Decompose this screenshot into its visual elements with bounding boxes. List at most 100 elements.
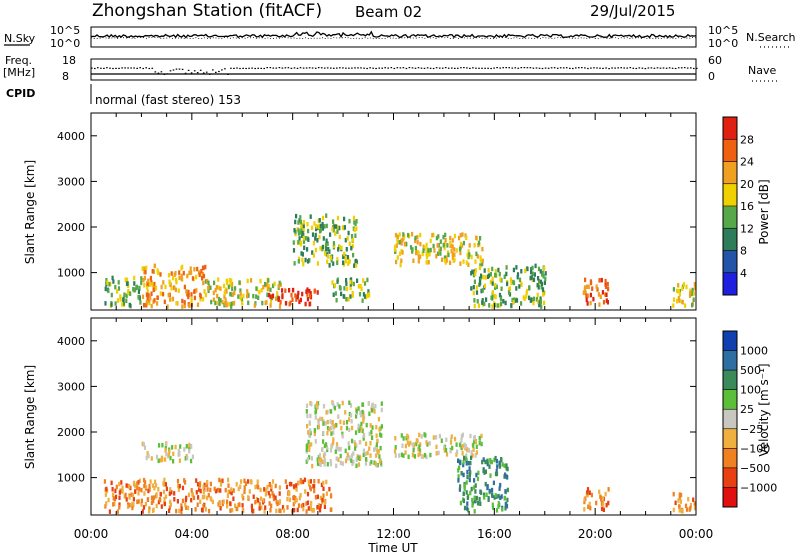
nave-point — [399, 67, 402, 69]
data-cell — [135, 284, 139, 290]
data-cell — [124, 492, 127, 498]
data-cell — [343, 225, 346, 230]
data-cell — [168, 508, 171, 513]
data-cell — [137, 289, 140, 294]
data-cell — [375, 433, 378, 438]
data-cell — [444, 258, 447, 263]
data-cell — [330, 431, 333, 436]
data-cell — [425, 260, 428, 265]
data-cell — [481, 258, 484, 264]
velocity-panel-frame — [90, 317, 697, 516]
data-cell — [207, 286, 210, 291]
x-tick-label: 12:00 — [376, 527, 411, 541]
nave-point — [314, 67, 317, 69]
data-cell — [479, 501, 482, 506]
data-cell — [435, 235, 438, 241]
nave-point — [163, 73, 166, 75]
nave-point — [677, 67, 680, 69]
data-cell — [309, 413, 312, 419]
data-cell — [589, 505, 592, 511]
data-cell — [419, 241, 422, 247]
data-cell — [604, 491, 607, 497]
data-cell — [361, 428, 364, 433]
data-cell — [511, 297, 514, 303]
data-cell — [312, 240, 315, 246]
data-cell — [443, 255, 446, 260]
nave-point — [278, 67, 281, 69]
data-cell — [296, 294, 299, 299]
data-cell — [692, 297, 695, 302]
nave-point — [511, 67, 514, 69]
data-cell — [470, 455, 473, 460]
data-cell — [206, 487, 209, 492]
data-cell — [489, 459, 492, 464]
data-cell — [284, 479, 287, 484]
data-cell — [502, 299, 505, 304]
data-cell — [367, 401, 370, 406]
data-cell — [607, 500, 610, 506]
data-cell — [337, 446, 341, 452]
data-cell — [672, 303, 675, 308]
data-cell — [112, 279, 115, 284]
data-cell — [247, 479, 250, 484]
data-cell — [595, 284, 598, 289]
data-cell — [106, 280, 109, 285]
data-cell — [231, 507, 234, 513]
data-cell — [478, 435, 481, 441]
data-cell — [219, 506, 222, 511]
data-cell — [189, 266, 192, 271]
nave-point — [257, 67, 259, 69]
data-cell — [351, 238, 355, 243]
data-cell — [131, 493, 134, 498]
data-cell — [326, 241, 329, 246]
data-cell — [588, 490, 591, 495]
nave-point — [187, 69, 190, 71]
data-cell — [251, 509, 254, 514]
data-cell — [174, 270, 177, 276]
data-cell — [195, 288, 198, 293]
data-cell — [375, 424, 378, 430]
data-cell — [352, 459, 355, 465]
data-cell — [138, 478, 141, 484]
data-cell — [228, 277, 231, 283]
data-cell — [585, 492, 588, 497]
data-cell — [292, 484, 296, 489]
data-cell — [461, 451, 464, 456]
data-cell — [354, 442, 357, 447]
data-cell — [473, 269, 476, 274]
noise-trace — [90, 30, 697, 40]
data-cell — [264, 282, 267, 287]
data-cell — [331, 226, 334, 232]
nave-point — [472, 67, 474, 69]
data-cell — [606, 300, 609, 305]
data-cell — [349, 285, 352, 291]
x-tick-label: 16:00 — [477, 527, 512, 541]
nave-point — [209, 73, 211, 75]
data-cell — [168, 449, 171, 454]
data-cell — [339, 460, 342, 466]
nave-point — [520, 67, 523, 69]
data-cell — [459, 250, 462, 256]
data-cell — [402, 453, 405, 458]
data-cell — [156, 295, 159, 300]
data-cell — [224, 297, 227, 302]
data-cell — [312, 484, 315, 489]
nave-point — [393, 67, 396, 70]
data-cell — [516, 274, 519, 280]
data-cell — [207, 492, 210, 498]
data-cell — [203, 289, 206, 294]
data-cell — [227, 489, 230, 495]
data-cell — [477, 240, 481, 246]
data-cell — [462, 240, 465, 246]
data-cell — [583, 499, 586, 505]
data-cell — [183, 478, 186, 483]
data-cell — [459, 484, 462, 489]
data-cell — [313, 488, 316, 494]
data-cell — [176, 478, 180, 484]
data-cell — [178, 451, 181, 457]
data-cell — [156, 301, 159, 306]
data-cell — [281, 505, 285, 510]
nave-point — [435, 67, 438, 69]
data-cell — [267, 286, 270, 292]
data-cell — [147, 293, 150, 298]
